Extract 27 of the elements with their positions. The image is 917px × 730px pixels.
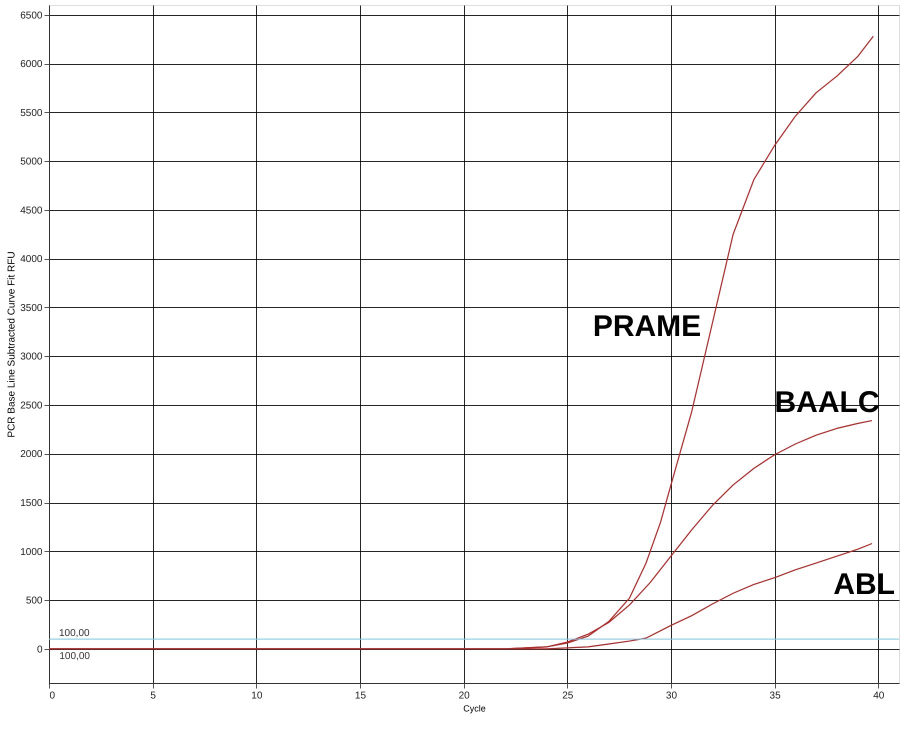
y-tick-label: 2500 bbox=[20, 400, 43, 412]
annotation: 100,00 bbox=[59, 650, 90, 662]
y-axis-title: PCR Base Line Subtracted Curve Fit RFU bbox=[6, 251, 18, 438]
y-tick-label: 4500 bbox=[20, 205, 43, 216]
y-tick-label: 6500 bbox=[20, 10, 43, 22]
x-tick-label: 20 bbox=[458, 690, 470, 702]
x-tick-label: 15 bbox=[354, 690, 366, 702]
y-tick-label: 5000 bbox=[20, 156, 43, 168]
y-tick-label: 1500 bbox=[20, 498, 43, 510]
y-tick-label: 0 bbox=[36, 644, 43, 656]
y-tick-label: 5500 bbox=[20, 108, 43, 119]
y-tick-label: 500 bbox=[26, 596, 43, 607]
x-tick-label: 5 bbox=[150, 690, 156, 702]
x-tick-label: 30 bbox=[666, 690, 678, 702]
x-axis-title: Cycle bbox=[463, 704, 486, 714]
y-tick-label: 2000 bbox=[20, 449, 43, 460]
y-tick-label: 3000 bbox=[20, 352, 43, 363]
y-tick-label: 3500 bbox=[20, 302, 43, 314]
x-tick-label: 0 bbox=[50, 690, 56, 702]
x-tick-label: 35 bbox=[770, 690, 782, 702]
ref-line-label: 100,00 bbox=[59, 628, 90, 640]
x-tick-label: 40 bbox=[873, 690, 885, 702]
y-tick-label: 6000 bbox=[20, 59, 43, 70]
x-tick-label: 25 bbox=[562, 690, 574, 702]
x-tick-label: 10 bbox=[251, 690, 263, 702]
y-tick-label: 1000 bbox=[20, 546, 43, 558]
y-tick-label: 4000 bbox=[20, 254, 43, 266]
